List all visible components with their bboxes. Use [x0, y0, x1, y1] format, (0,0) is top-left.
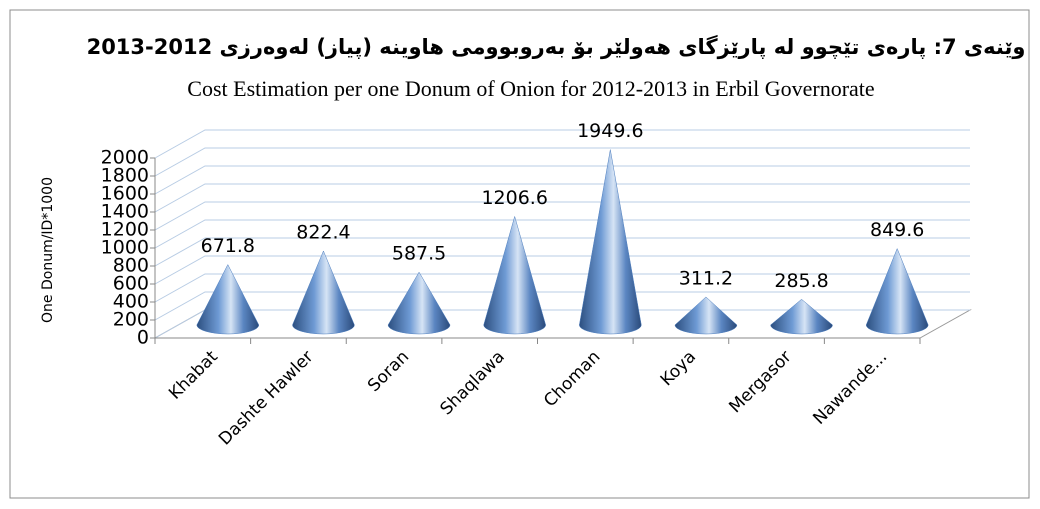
y-tick-label: 400 [113, 291, 149, 313]
cone [387, 271, 451, 335]
y-tick-label: 0 [137, 327, 149, 349]
value-label: 671.8 [201, 235, 255, 257]
y-tick-label: 1200 [101, 219, 149, 241]
grid-line [154, 201, 970, 231]
y-tick-label: 800 [113, 255, 149, 277]
grid-line [154, 237, 970, 267]
value-label: 285.8 [774, 270, 828, 292]
y-tick-label: 600 [113, 273, 149, 295]
grid-line [154, 129, 970, 159]
grid-line [154, 273, 970, 303]
cone [770, 298, 833, 335]
cone [579, 149, 642, 335]
value-label: 849.6 [870, 219, 924, 241]
grid-line [154, 219, 970, 249]
cone [196, 263, 260, 335]
cone [483, 215, 546, 335]
grid-line [154, 165, 970, 195]
y-tick-label: 1000 [101, 237, 149, 259]
y-tick-label: 2000 [101, 147, 149, 169]
grid-line [154, 291, 970, 321]
grid-line [154, 147, 970, 177]
grid-line [154, 183, 970, 213]
grid-line [154, 255, 970, 285]
y-tick-label: 1600 [101, 183, 149, 205]
cone [865, 247, 929, 335]
value-label: 822.4 [296, 221, 350, 243]
chart-subtitle: Cost Estimation per one Donum of Onion f… [187, 76, 874, 101]
chart-title: وێنەی 7: پارەی تێچوو لە پارێزگای هەولێر … [87, 34, 1026, 59]
y-tick-label: 200 [113, 309, 149, 331]
y-tick-label: 1400 [101, 201, 149, 223]
y-tick-label: 1800 [101, 165, 149, 187]
value-label: 1949.6 [577, 120, 643, 142]
cone [292, 250, 355, 335]
value-label: 587.5 [392, 243, 446, 265]
value-label: 1206.6 [481, 187, 547, 209]
cone [674, 296, 738, 335]
y-axis-label: One Donum/ID*1000 [40, 177, 56, 323]
value-label: 311.2 [679, 267, 733, 289]
